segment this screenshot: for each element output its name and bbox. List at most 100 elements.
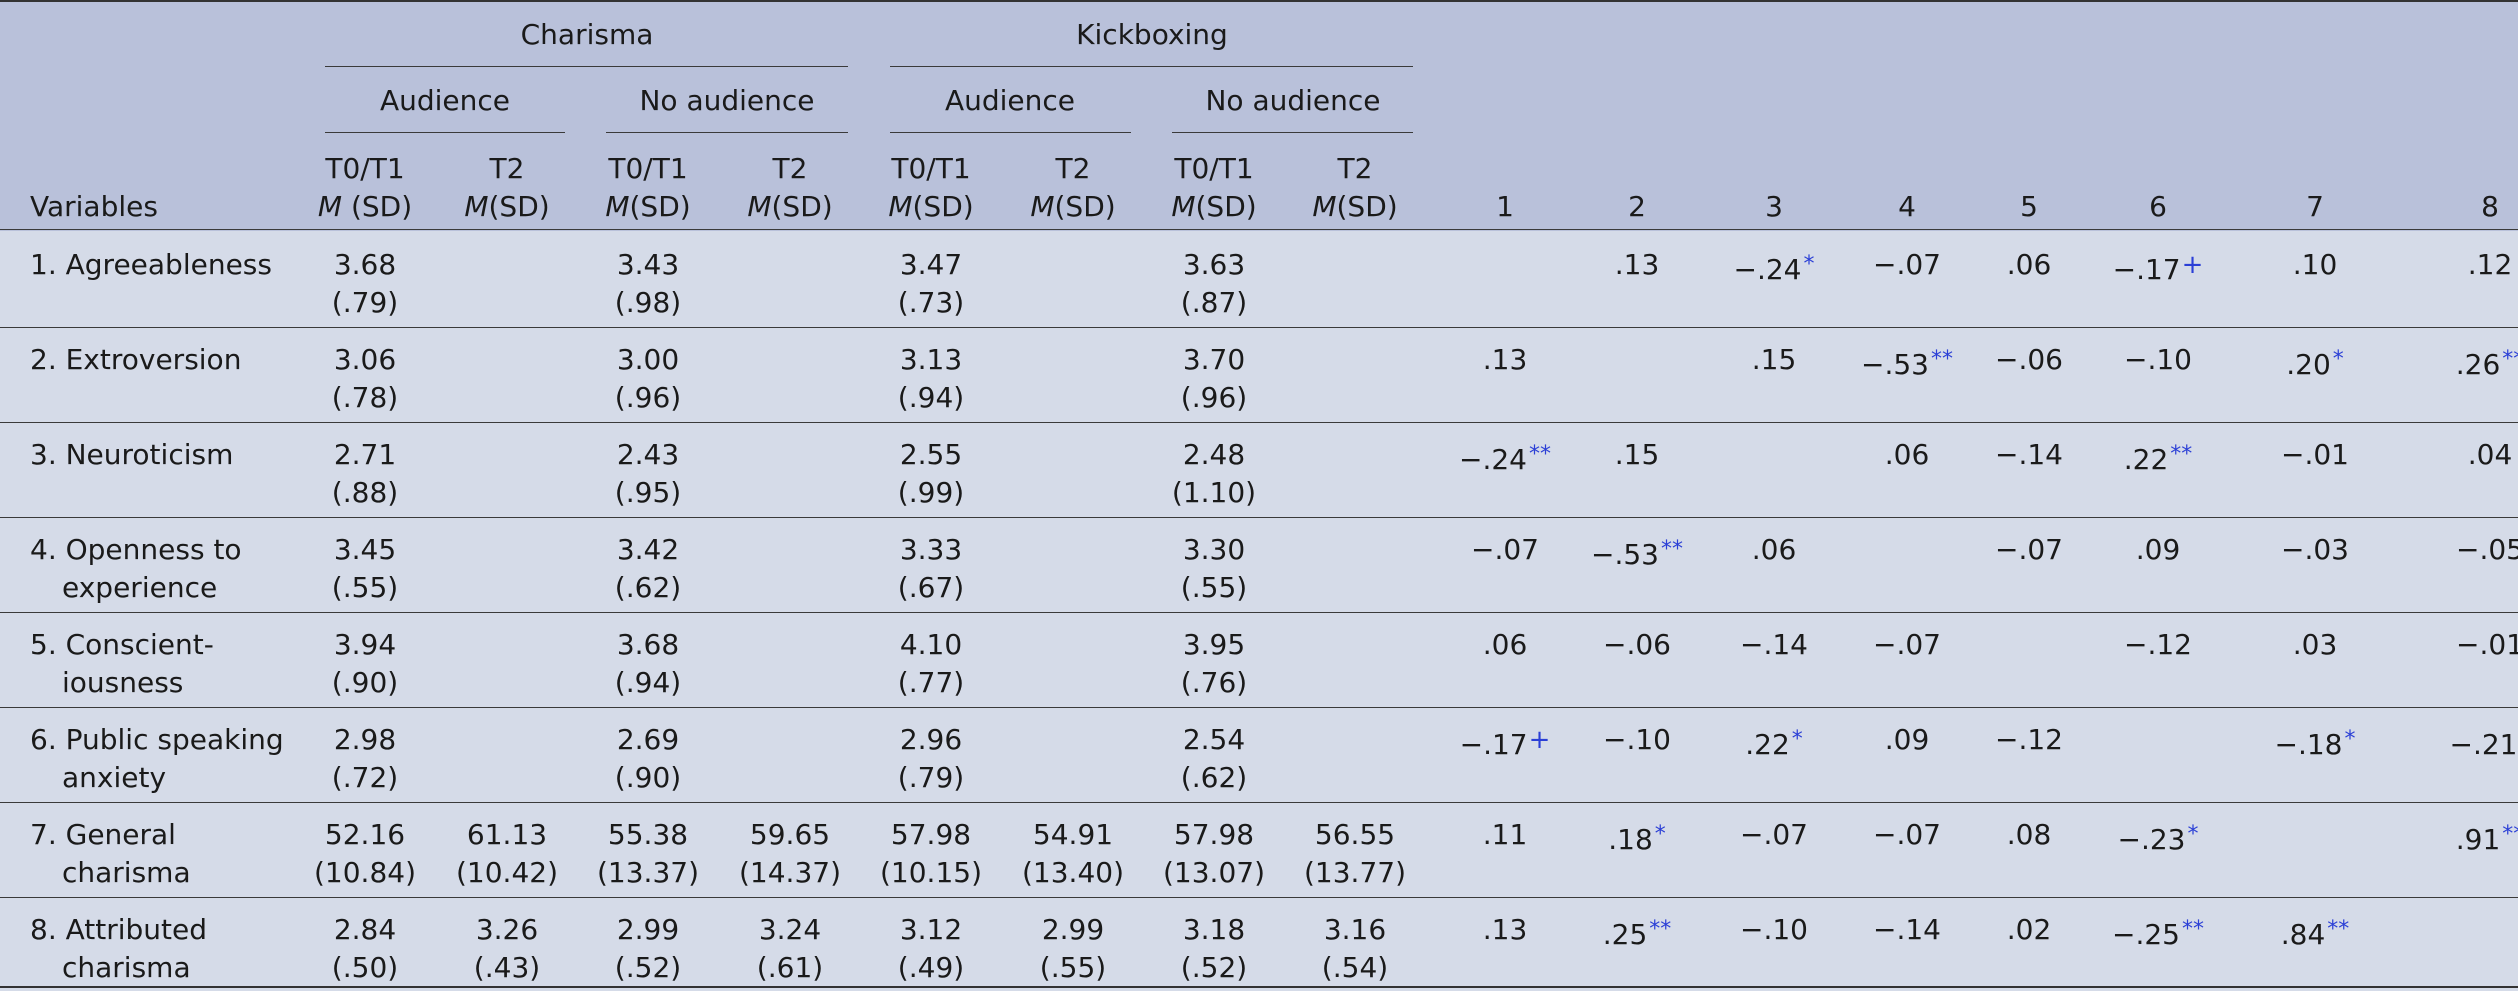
corr-value: −.10 [1740,911,1808,949]
corr-value: −.07 [1471,531,1539,569]
corr-number: .13 [1614,248,1660,281]
corr-number: −.07 [1471,533,1539,566]
stat-sd-label: (SD) [342,190,413,223]
corr-number: −.17 [1459,728,1528,761]
corr-value: −.07 [1995,531,2063,569]
corr-number: −.07 [1873,248,1941,281]
corr-number: −.24 [1733,253,1802,286]
time-label: T2 [1337,152,1373,185]
corr-number: −.10 [1603,723,1671,756]
significance-marker: ** [2170,442,2193,467]
corr-number: .13 [1482,913,1528,946]
mean-value: 4.10 [899,628,963,661]
mean-value: 3.18 [1182,913,1246,946]
significance-marker: ** [1529,442,1551,467]
row-variable-name: 7. General [30,818,176,851]
corr-value: .06 [1752,531,1797,569]
significance-marker: * [2344,727,2356,752]
mean-value: 59.65 [749,818,831,851]
table-header [0,0,2518,231]
row-separator [0,517,2518,518]
row-variable-name-cont: anxiety [62,761,167,794]
corr-col-header: 4 [1898,190,1916,223]
corr-number: .06 [1482,628,1528,661]
mean-value: 2.69 [616,723,680,756]
mean-value: 3.24 [758,913,822,946]
row-variable-name: 8. Attributed [30,913,208,946]
corr-value: −.07 [1873,816,1941,854]
corr-number: −.17 [2112,253,2181,286]
sd-value: (1.10) [1171,476,1257,509]
stat-mean-label: M [747,190,772,223]
stat-label: M(SD) [747,188,832,226]
corr-value: .13 [1615,246,1660,284]
corr-number: .08 [2006,818,2052,851]
stat-mean-label: M [888,190,913,223]
corr-number: −.53 [1861,348,1929,381]
mean-value: 2.55 [899,438,963,471]
sd-value: (.62) [614,571,682,604]
significance-marker: * [1791,727,1803,752]
stat-label: M(SD) [1171,188,1256,226]
mean-value: 2.99 [1041,913,1105,946]
sd-value: (.61) [756,951,824,984]
corr-number: −.01 [2281,438,2349,471]
time-label: T0/T1 [608,152,688,185]
corr-value: .10 [2293,246,2338,284]
stat-sd-label: (SD) [629,190,691,223]
corr-value: −.14 [1873,911,1941,949]
mean-value: 57.98 [1173,818,1255,851]
corr-value: −.17+ [2113,246,2204,289]
mean-value: 54.91 [1032,818,1114,851]
stat-mean-label: M [1171,190,1196,223]
corr-col-header: 3 [1765,190,1783,223]
sd-value: (.72) [331,761,399,794]
corr-value: .22* [1745,721,1803,764]
corr-value: −.06 [1995,341,2063,379]
sd-value: (13.07) [1162,856,1266,889]
corr-value: −.17+ [1460,721,1551,764]
mean-value: 3.42 [616,533,680,566]
corr-number: −.14 [1740,628,1808,661]
significance-marker: ** [1931,347,1953,372]
sd-value: (.50) [331,951,399,984]
group-header: Kickboxing [1076,18,1228,51]
stat-mean-label: M [605,190,630,223]
corr-number: −.07 [1873,818,1941,851]
corr-value: .09 [1885,721,1930,759]
corr-number: −.18 [2274,728,2343,761]
corr-value: .18* [1608,816,1666,859]
corr-value: .15 [1752,341,1797,379]
stat-sd-label: (SD) [1054,190,1116,223]
sd-value: (.87) [1180,286,1248,319]
subgroup-rule [890,132,1131,133]
row-separator [0,422,2518,423]
corr-value: .84** [2281,911,2350,954]
stat-sd-label: (SD) [771,190,833,223]
corr-number: .03 [2292,628,2338,661]
header-bottom-rule [0,229,2518,230]
sd-value: (.77) [897,666,965,699]
corr-value: .15 [1615,436,1660,474]
row-separator [0,327,2518,328]
row-variable-name: 1. Agreeableness [30,248,272,281]
stat-label: M(SD) [605,188,690,226]
corr-value: .04 [2468,436,2513,474]
corr-number: −.07 [1873,628,1941,661]
corr-number: −.14 [1873,913,1941,946]
corr-col-header: 2 [1628,190,1646,223]
corr-col-header: 1 [1496,190,1514,223]
sd-value: (10.42) [455,856,559,889]
mean-value: 3.33 [899,533,963,566]
corr-number: .84 [2280,918,2326,951]
sd-value: (14.37) [738,856,842,889]
significance-marker: ** [2502,347,2518,372]
corr-value: −.10 [1603,721,1671,759]
time-label: T2 [489,152,525,185]
subgroup-header: No audience [1205,84,1381,117]
sd-value: (.95) [614,476,682,509]
sd-value: (.96) [1180,381,1248,414]
mean-value: 55.38 [607,818,689,851]
corr-value: −.14 [1740,626,1808,664]
